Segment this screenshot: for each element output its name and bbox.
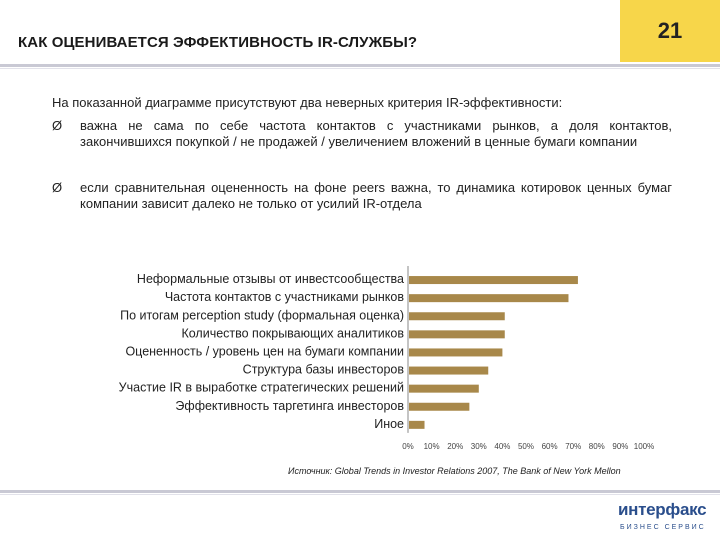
arrow-bullet-icon: Ø bbox=[52, 180, 63, 195]
x-tick-label: 30% bbox=[471, 442, 487, 451]
x-tick-label: 50% bbox=[518, 442, 534, 451]
x-tick-label: 20% bbox=[447, 442, 463, 451]
category-label: Структура базы инвесторов bbox=[243, 363, 405, 377]
slide-title: КАК ОЦЕНИВАЕТСЯ ЭФФЕКТИВНОСТЬ IR-СЛУЖБЫ? bbox=[18, 34, 418, 51]
intro-text: На показанной диаграмме присутствуют два… bbox=[52, 95, 563, 110]
page-number: 21 bbox=[657, 18, 683, 43]
bar bbox=[409, 366, 489, 375]
category-label: По итогам perception study (формальная о… bbox=[120, 308, 404, 322]
bar bbox=[409, 312, 505, 321]
x-tick-label: 0% bbox=[402, 442, 414, 451]
bar bbox=[409, 402, 470, 411]
bar bbox=[409, 276, 578, 285]
category-label: Неформальные отзывы от инвестсообщества bbox=[137, 272, 404, 286]
category-label: Количество покрывающих аналитиков bbox=[181, 326, 404, 340]
bar bbox=[409, 348, 503, 357]
arrow-bullet-icon: Ø bbox=[52, 118, 63, 133]
bullet-item: Ø если сравнительная оцененность на фоне… bbox=[52, 180, 672, 216]
x-tick-label: 100% bbox=[634, 442, 654, 451]
category-label: Оцененность / уровень цен на бумаги комп… bbox=[125, 344, 404, 358]
logo-wordmark: интерфакс bbox=[618, 500, 707, 519]
x-tick-label: 70% bbox=[565, 442, 581, 451]
x-tick-label: 10% bbox=[424, 442, 440, 451]
page-number-box: 21 bbox=[620, 0, 720, 62]
x-tick-label: 40% bbox=[494, 442, 510, 451]
bar-chart: Неформальные отзывы от инвестсообщества Ч… bbox=[119, 266, 654, 451]
logo-subtitle: БИЗНЕС СЕРВИС bbox=[620, 524, 706, 531]
bar bbox=[409, 330, 505, 339]
bullet-text: если сравнительная оцененность на фоне p… bbox=[80, 180, 672, 211]
x-tick-label: 80% bbox=[589, 442, 605, 451]
category-label: Частота контактов с участниками рынков bbox=[165, 290, 405, 304]
header-divider bbox=[0, 64, 720, 67]
slide-header: КАК ОЦЕНИВАЕТСЯ ЭФФЕКТИВНОСТЬ IR-СЛУЖБЫ?… bbox=[0, 0, 720, 62]
category-label: Участие IR в выработке стратегических ре… bbox=[119, 381, 404, 395]
source-note: Источник: Global Trends in Investor Rela… bbox=[288, 466, 621, 476]
header-divider-thin bbox=[0, 68, 720, 69]
x-tick-label: 90% bbox=[612, 442, 628, 451]
bullet-text: важна не сама по себе частота контактов … bbox=[80, 118, 672, 149]
footer-divider-thin bbox=[0, 494, 720, 495]
bar bbox=[409, 420, 425, 429]
category-label: Эффективность таргетинга инвесторов bbox=[175, 399, 404, 413]
footer-divider bbox=[0, 490, 720, 493]
category-label: Иное bbox=[374, 417, 404, 431]
x-tick-label: 60% bbox=[542, 442, 558, 451]
bar bbox=[409, 294, 569, 303]
interfax-logo: интерфакс БИЗНЕС СЕРВИС bbox=[612, 500, 712, 538]
bullet-item: Ø важна не сама по себе частота контакто… bbox=[52, 118, 672, 168]
bar bbox=[409, 384, 479, 393]
